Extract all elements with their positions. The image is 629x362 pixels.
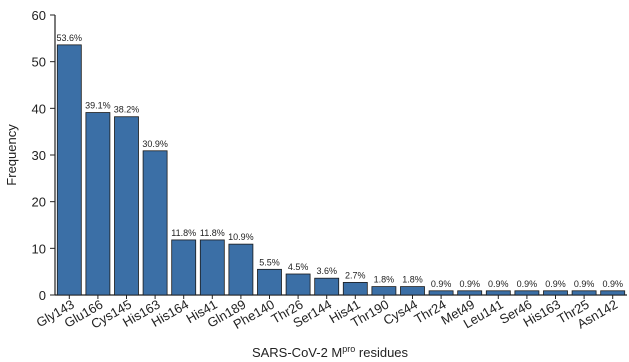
bar bbox=[85, 112, 111, 296]
bar bbox=[114, 116, 139, 296]
bar bbox=[199, 239, 225, 296]
value-label: 5.5% bbox=[259, 257, 280, 267]
y-tick-label: 10 bbox=[32, 241, 46, 256]
y-tick-label: 40 bbox=[32, 101, 46, 116]
x-axis-label-rest: residues bbox=[355, 345, 408, 360]
bar bbox=[142, 150, 168, 296]
value-label: 39.1% bbox=[85, 101, 111, 111]
bar bbox=[428, 290, 454, 296]
bar bbox=[314, 277, 340, 296]
bar bbox=[571, 290, 597, 296]
value-label: 4.5% bbox=[288, 262, 309, 272]
bar bbox=[171, 239, 197, 296]
y-tick-label: 20 bbox=[32, 195, 46, 210]
bar bbox=[342, 281, 368, 296]
y-tick-label: 50 bbox=[32, 55, 46, 70]
x-axis-label-sup: pro bbox=[342, 344, 355, 354]
bar bbox=[257, 268, 282, 296]
value-label: 38.2% bbox=[114, 105, 140, 115]
bar bbox=[56, 44, 82, 296]
x-axis-label: SARS-CoV-2 Mpro residues bbox=[252, 344, 409, 360]
bar bbox=[485, 290, 511, 296]
value-label: 2.7% bbox=[345, 270, 366, 280]
bar bbox=[400, 286, 425, 296]
value-label: 0.9% bbox=[602, 279, 623, 289]
bar bbox=[371, 286, 397, 296]
bar bbox=[285, 273, 311, 296]
value-label: 0.9% bbox=[574, 279, 595, 289]
y-tick-label: 60 bbox=[32, 8, 46, 23]
value-label: 0.9% bbox=[545, 279, 566, 289]
y-axis-label: Frequency bbox=[4, 124, 19, 186]
y-tick-label: 30 bbox=[32, 148, 46, 163]
x-axis-label-main: SARS-CoV-2 M bbox=[252, 345, 342, 360]
bar bbox=[457, 290, 483, 296]
value-label: 0.9% bbox=[488, 279, 509, 289]
value-label: 53.6% bbox=[57, 33, 83, 43]
value-label: 11.8% bbox=[200, 228, 225, 238]
value-label: 30.9% bbox=[142, 139, 168, 149]
bar bbox=[514, 290, 540, 296]
value-label: 3.6% bbox=[316, 266, 337, 276]
bar bbox=[228, 243, 254, 296]
value-label: 0.9% bbox=[459, 279, 480, 289]
value-label: 0.9% bbox=[431, 279, 452, 289]
bar bbox=[600, 290, 626, 296]
value-label: 1.8% bbox=[374, 275, 395, 285]
bar bbox=[543, 290, 568, 296]
value-label: 10.9% bbox=[228, 232, 254, 242]
value-label: 0.9% bbox=[517, 279, 538, 289]
value-label: 11.8% bbox=[171, 228, 196, 238]
y-tick-label: 0 bbox=[39, 288, 46, 303]
value-label: 1.8% bbox=[402, 275, 423, 285]
